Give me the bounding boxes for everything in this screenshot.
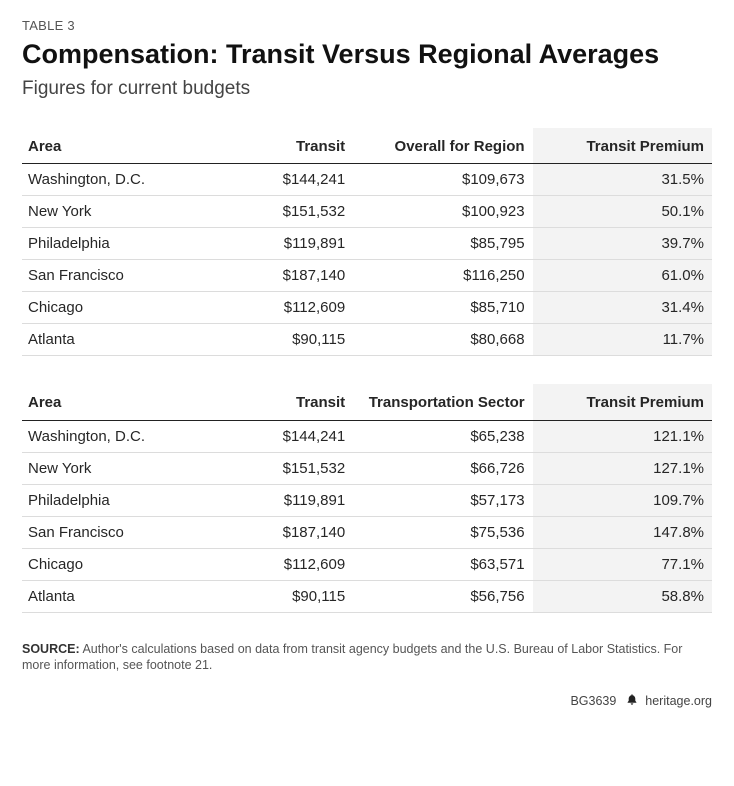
- table-cell: San Francisco: [22, 260, 201, 292]
- table-cell: $85,710: [353, 292, 532, 324]
- table-cell: 61.0%: [533, 260, 712, 292]
- table-cell: $119,891: [201, 484, 353, 516]
- table-cell: 39.7%: [533, 228, 712, 260]
- footer-code: BG3639: [570, 694, 616, 708]
- table-cell: $112,609: [201, 292, 353, 324]
- table-cell: 11.7%: [533, 324, 712, 356]
- table-1: Area Transit Overall for Region Transit …: [22, 128, 712, 356]
- col-header-premium: Transit Premium: [533, 128, 712, 164]
- table-cell: $112,609: [201, 548, 353, 580]
- table-1-body: Washington, D.C.$144,241$109,67331.5%New…: [22, 164, 712, 356]
- table-cell: Atlanta: [22, 580, 201, 612]
- table-figure: TABLE 3 Compensation: Transit Versus Reg…: [0, 0, 734, 722]
- bell-icon: [626, 693, 638, 709]
- table-header-row: Area Transit Overall for Region Transit …: [22, 128, 712, 164]
- table-cell: New York: [22, 196, 201, 228]
- table-cell: Washington, D.C.: [22, 164, 201, 196]
- table-kicker: TABLE 3: [22, 18, 712, 33]
- table-cell: $75,536: [353, 516, 532, 548]
- table-cell: Washington, D.C.: [22, 420, 201, 452]
- table-row: Philadelphia$119,891$85,79539.7%: [22, 228, 712, 260]
- source-label: SOURCE:: [22, 642, 80, 656]
- table-row: Atlanta$90,115$56,75658.8%: [22, 580, 712, 612]
- col-header-premium: Transit Premium: [533, 384, 712, 420]
- table-cell: 31.5%: [533, 164, 712, 196]
- table-cell: 127.1%: [533, 452, 712, 484]
- table-cell: $65,238: [353, 420, 532, 452]
- table-row: Philadelphia$119,891$57,173109.7%: [22, 484, 712, 516]
- table-cell: $151,532: [201, 452, 353, 484]
- table-subtitle: Figures for current budgets: [22, 78, 712, 100]
- table-cell: 50.1%: [533, 196, 712, 228]
- col-header-transit: Transit: [201, 128, 353, 164]
- table-cell: $151,532: [201, 196, 353, 228]
- table-row: Atlanta$90,115$80,66811.7%: [22, 324, 712, 356]
- table-row: New York$151,532$100,92350.1%: [22, 196, 712, 228]
- table-row: New York$151,532$66,726127.1%: [22, 452, 712, 484]
- table-cell: San Francisco: [22, 516, 201, 548]
- table-row: Chicago$112,609$85,71031.4%: [22, 292, 712, 324]
- table-cell: $187,140: [201, 260, 353, 292]
- table-cell: $119,891: [201, 228, 353, 260]
- table-cell: $90,115: [201, 580, 353, 612]
- table-cell: $144,241: [201, 164, 353, 196]
- table-cell: $116,250: [353, 260, 532, 292]
- col-header-compare: Transportation Sector: [353, 384, 532, 420]
- table-2-body: Washington, D.C.$144,241$65,238121.1%New…: [22, 420, 712, 612]
- col-header-area: Area: [22, 128, 201, 164]
- col-header-area: Area: [22, 384, 201, 420]
- table-cell: $80,668: [353, 324, 532, 356]
- table-row: San Francisco$187,140$75,536147.8%: [22, 516, 712, 548]
- table-cell: Chicago: [22, 548, 201, 580]
- table-cell: $56,756: [353, 580, 532, 612]
- col-header-compare: Overall for Region: [353, 128, 532, 164]
- table-cell: Philadelphia: [22, 228, 201, 260]
- table-row: Washington, D.C.$144,241$109,67331.5%: [22, 164, 712, 196]
- table-cell: $144,241: [201, 420, 353, 452]
- table-cell: $100,923: [353, 196, 532, 228]
- table-2: Area Transit Transportation Sector Trans…: [22, 384, 712, 612]
- table-row: Washington, D.C.$144,241$65,238121.1%: [22, 420, 712, 452]
- col-header-transit: Transit: [201, 384, 353, 420]
- table-cell: 121.1%: [533, 420, 712, 452]
- table-cell: $85,795: [353, 228, 532, 260]
- table-row: Chicago$112,609$63,57177.1%: [22, 548, 712, 580]
- table-cell: Philadelphia: [22, 484, 201, 516]
- table-cell: $57,173: [353, 484, 532, 516]
- table-cell: New York: [22, 452, 201, 484]
- table-cell: $187,140: [201, 516, 353, 548]
- table-cell: $63,571: [353, 548, 532, 580]
- source-note: SOURCE: Author's calculations based on d…: [22, 641, 712, 675]
- table-cell: 31.4%: [533, 292, 712, 324]
- table-title: Compensation: Transit Versus Regional Av…: [22, 39, 712, 70]
- table-cell: $109,673: [353, 164, 532, 196]
- table-cell: Chicago: [22, 292, 201, 324]
- footer-site: heritage.org: [645, 694, 712, 708]
- table-cell: $90,115: [201, 324, 353, 356]
- table-cell: Atlanta: [22, 324, 201, 356]
- table-cell: 147.8%: [533, 516, 712, 548]
- footer: BG3639 heritage.org: [22, 692, 712, 708]
- table-header-row: Area Transit Transportation Sector Trans…: [22, 384, 712, 420]
- table-cell: $66,726: [353, 452, 532, 484]
- table-cell: 77.1%: [533, 548, 712, 580]
- source-text: Author's calculations based on data from…: [22, 642, 682, 673]
- table-row: San Francisco$187,140$116,25061.0%: [22, 260, 712, 292]
- table-cell: 109.7%: [533, 484, 712, 516]
- table-cell: 58.8%: [533, 580, 712, 612]
